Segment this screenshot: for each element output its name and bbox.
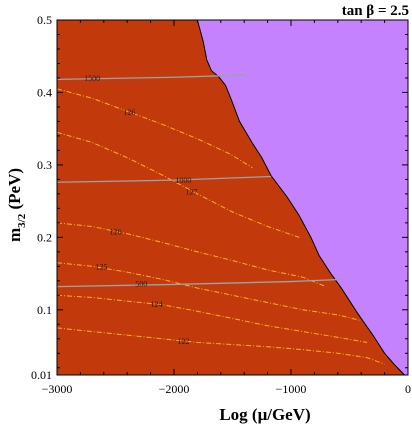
orange-contour-126-2 — [56, 222, 327, 288]
orange-contour-label: 126 — [124, 108, 136, 117]
y-axis-subscript: 3/2 — [16, 213, 28, 228]
x-tick-label: −3000 — [42, 382, 73, 396]
orange-contour-label: 127 — [186, 188, 198, 197]
y-tick-label: 0.2 — [37, 230, 52, 244]
plot-frame — [56, 19, 409, 376]
gray-contour-label: 500 — [135, 280, 147, 289]
region-boundary — [196, 19, 405, 376]
orange-contour-label: 124 — [150, 300, 162, 309]
orange-contour-label: 122 — [177, 337, 189, 346]
gray-contour-label: 1500 — [84, 74, 100, 83]
orange-contour-122-5 — [56, 327, 385, 365]
gray-contour-label: 1000 — [175, 176, 191, 185]
y-tick-label: 0.5 — [37, 13, 52, 27]
x-tick-label: 0 — [405, 382, 411, 396]
y-tick-label: 0.1 — [37, 303, 52, 317]
y-tick-label: 0.3 — [37, 158, 52, 172]
orange-contour-124-4 — [56, 294, 368, 343]
y-tick-label: 0.01 — [31, 368, 52, 382]
contours-layer: 126 127 126 125 124 122 1500 1000 500 — [56, 19, 405, 376]
allowed-region — [57, 20, 405, 375]
orange-contour-label: 126 — [110, 228, 122, 237]
x-axis-title: Log (μ/GeV) — [219, 405, 310, 424]
orange-contour-126-0 — [56, 88, 253, 169]
y-axis-symbol: m — [5, 228, 24, 242]
orange-contour-127-1 — [56, 131, 300, 238]
axes-layer: −3000 −2000 −1000 0 0.01 0.1 0.2 0.3 0.4 0.5 — [31, 13, 411, 396]
y-axis-title: m3/2 (PeV) — [5, 168, 28, 242]
orange-contour-125-3 — [56, 262, 362, 322]
orange-contour-label: 125 — [95, 262, 107, 271]
y-tick-label: 0.4 — [37, 85, 52, 99]
gray-contour-1000 — [56, 175, 272, 183]
x-tick-label: −2000 — [159, 382, 190, 396]
regions-layer — [57, 20, 408, 375]
chart-title: tan β = 2.5 — [342, 3, 409, 19]
gray-contour-500 — [56, 278, 343, 288]
y-axis-unit: (PeV) — [5, 168, 24, 214]
x-tick-label: −1000 — [276, 382, 307, 396]
gray-contour-1500 — [56, 74, 246, 81]
